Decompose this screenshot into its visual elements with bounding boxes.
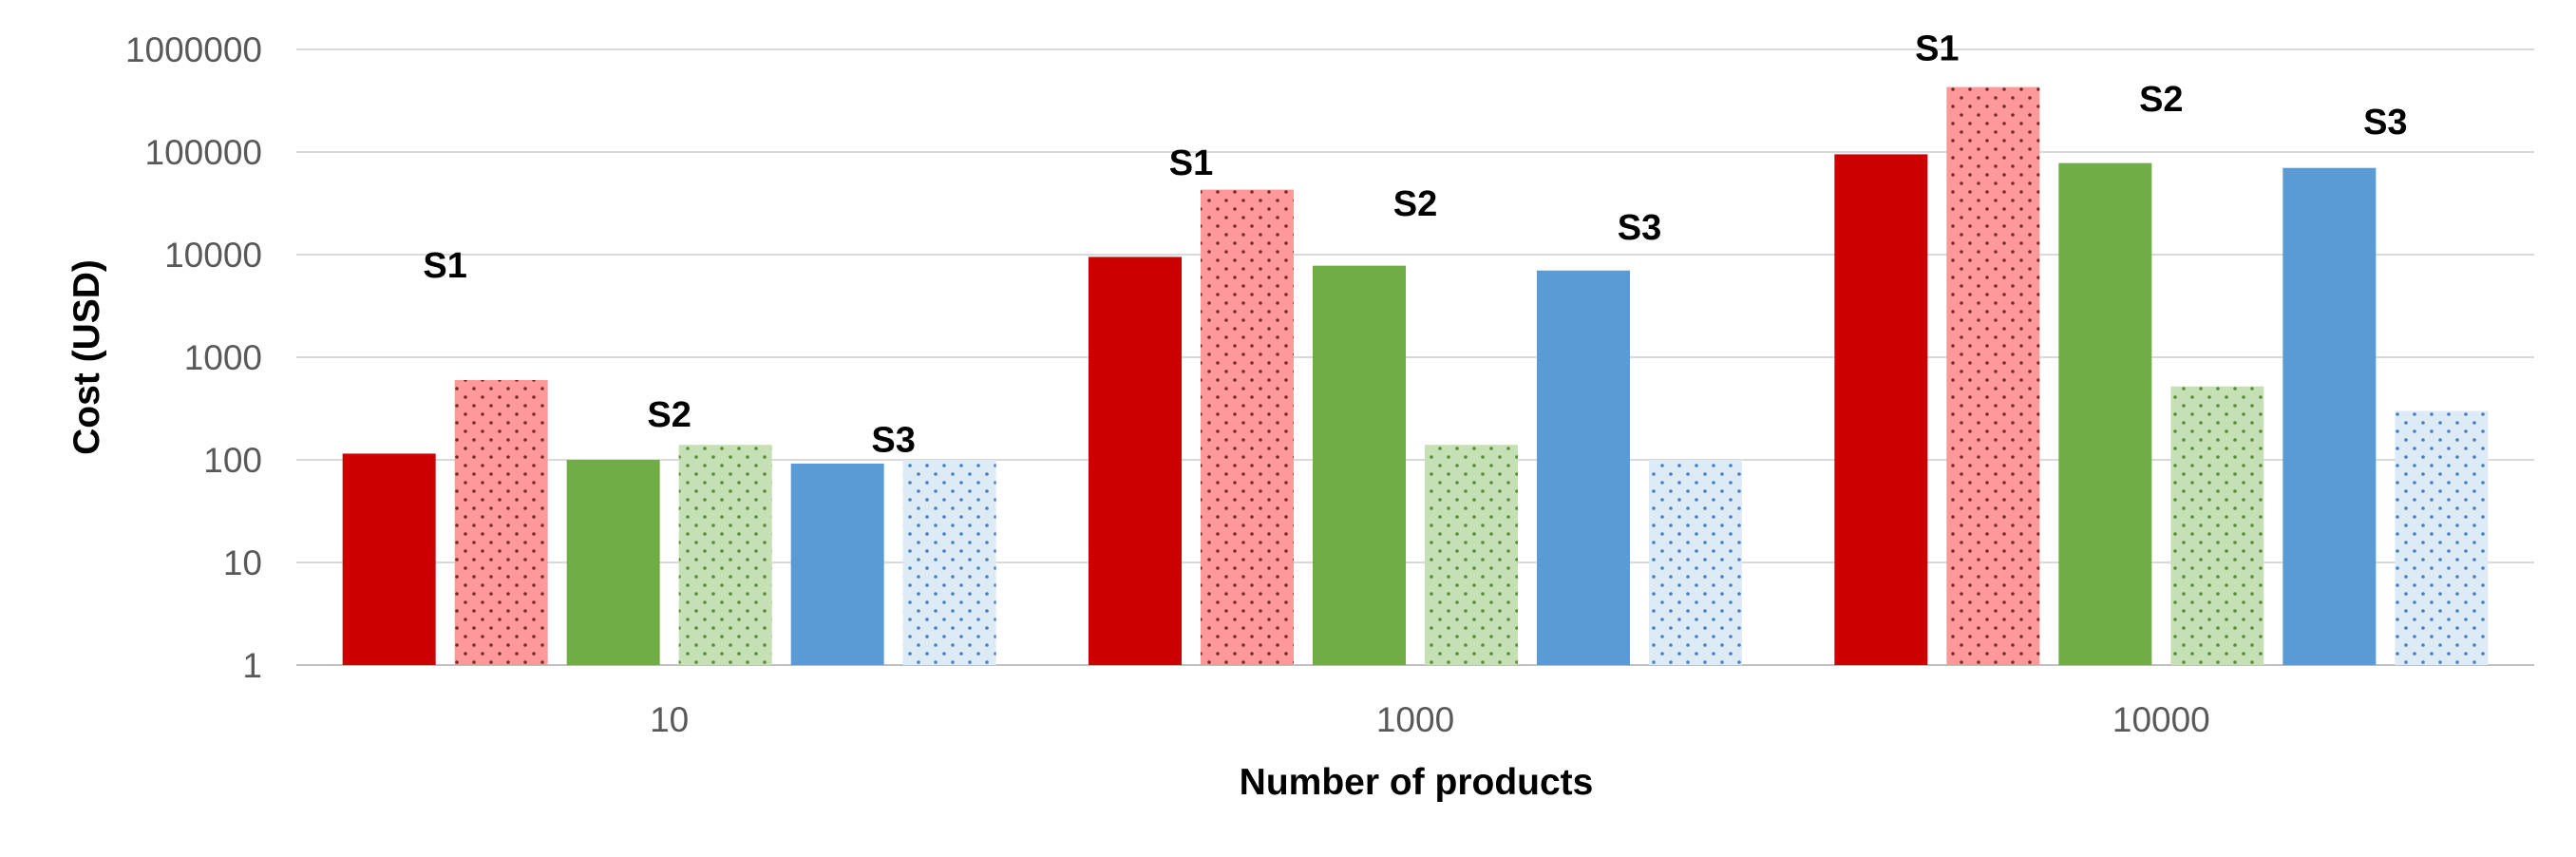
y-tick-label: 1000 xyxy=(184,338,262,377)
y-tick-label: 100000 xyxy=(145,133,262,172)
bar xyxy=(902,460,996,665)
x-tick-label: 1000 xyxy=(1376,700,1454,739)
group-label: S2 xyxy=(647,395,691,435)
bar xyxy=(1425,445,1518,665)
y-tick-label: 100 xyxy=(203,441,262,480)
y-tick-label: 10 xyxy=(223,543,262,582)
bar xyxy=(2395,410,2489,665)
bar xyxy=(1834,154,1928,665)
gridlines xyxy=(296,48,2534,666)
bar xyxy=(454,379,548,665)
x-tick-label: 10 xyxy=(650,700,689,739)
y-tick-label: 10000 xyxy=(164,236,262,275)
group-label: S1 xyxy=(423,246,466,286)
bar xyxy=(2058,162,2152,665)
x-axis-ticks: 10 1000 10000 xyxy=(650,700,2210,739)
bar xyxy=(342,453,436,665)
bar xyxy=(566,460,660,665)
bar xyxy=(1649,460,1742,665)
bar xyxy=(790,463,884,665)
group-label: S3 xyxy=(1618,208,1661,248)
bar xyxy=(1537,270,1630,665)
bar xyxy=(1089,257,1182,665)
y-axis-title: Cost (USD) xyxy=(66,259,107,455)
group-label: S3 xyxy=(2363,103,2407,143)
group-label: S1 xyxy=(1915,29,1959,69)
bar xyxy=(2282,167,2377,665)
x-axis-title: Number of products xyxy=(1240,762,1594,803)
group-label: S1 xyxy=(1169,143,1213,183)
bar xyxy=(678,445,772,665)
bar xyxy=(1946,86,2040,666)
bar xyxy=(2170,386,2264,665)
x-tick-label: 10000 xyxy=(2112,700,2210,739)
y-tick-label: 1 xyxy=(242,646,262,685)
bars xyxy=(342,86,2489,666)
y-tick-label: 1000000 xyxy=(125,30,262,69)
group-labels: S1 S2 S3 S1 S2 S3 S1 S2 S3 xyxy=(423,29,2407,461)
group-label: S3 xyxy=(871,420,915,460)
bar xyxy=(1201,189,1294,666)
group-label: S2 xyxy=(1393,184,1437,224)
group-label: S2 xyxy=(2139,80,2183,120)
y-axis-ticks: 1 10 100 1000 10000 100000 1000000 xyxy=(125,30,262,685)
bar xyxy=(1313,265,1406,665)
